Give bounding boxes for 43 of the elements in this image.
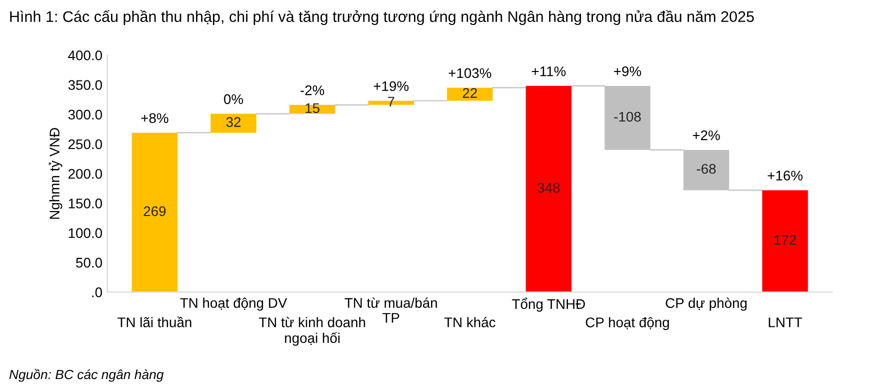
annotation: +19% bbox=[374, 81, 409, 92]
bar bbox=[132, 132, 178, 292]
y-tick-label: 250.0 bbox=[68, 139, 102, 150]
annotation: +9% bbox=[614, 66, 642, 76]
bar bbox=[762, 190, 808, 292]
annotation: +11% bbox=[532, 66, 566, 76]
y-tick-label: 200.0 bbox=[68, 168, 102, 179]
x-tick-label: CP hoạt động bbox=[586, 317, 669, 330]
data-label: 15 bbox=[306, 103, 320, 114]
bar bbox=[526, 86, 572, 292]
annotation: +8% bbox=[141, 113, 168, 124]
data-label: 269 bbox=[144, 206, 166, 216]
y-tick-label: 100.0 bbox=[68, 228, 102, 238]
data-label: 348 bbox=[538, 182, 560, 193]
data-label: 22 bbox=[462, 88, 477, 98]
x-tick-label: TN hoạt động DV bbox=[180, 298, 288, 311]
x-tick-label: CP dự phòng bbox=[666, 298, 747, 311]
data-label: -108 bbox=[614, 112, 641, 122]
annotation: -2% bbox=[300, 85, 324, 96]
x-tick-label: LNTT bbox=[768, 318, 802, 328]
y-tick-label: 400.0 bbox=[68, 50, 102, 60]
annotation: +16% bbox=[768, 170, 803, 180]
y-axis-title: Nghmn tỷ VNĐ bbox=[48, 128, 62, 219]
annotation: 0% bbox=[224, 94, 244, 104]
data-label: -68 bbox=[696, 164, 716, 174]
x-tick-label: TN từ kinh doanh ngoại hối bbox=[258, 316, 366, 346]
x-tick-label: TN lãi thuần bbox=[118, 316, 192, 328]
y-tick-label: 350.0 bbox=[68, 80, 102, 90]
bar bbox=[289, 104, 336, 114]
y-tick-label: 150.0 bbox=[68, 198, 102, 208]
data-label: 172 bbox=[774, 235, 796, 245]
y-tick-label: 300.0 bbox=[68, 110, 102, 120]
data-label: 32 bbox=[226, 117, 241, 127]
x-tick-label: Tổng TNHĐ bbox=[512, 298, 585, 312]
y-tick-label: 50.0 bbox=[76, 258, 102, 268]
bar bbox=[447, 88, 493, 101]
x-tick-label: TN khác bbox=[444, 316, 496, 328]
bar bbox=[210, 114, 256, 133]
text: Nguồn: BC các ngân hàng bbox=[9, 368, 164, 382]
annotation: +2% bbox=[692, 130, 720, 140]
chart-title: Hình 1: Các cấu phần thu nhập, chi phí và tăng trưởng tương ứng ngành Ngân hàng trong nửa đầu năm 2025 bbox=[10, 10, 754, 26]
annotation: +103% bbox=[448, 68, 492, 78]
y-tick-label: .0 bbox=[92, 287, 102, 298]
